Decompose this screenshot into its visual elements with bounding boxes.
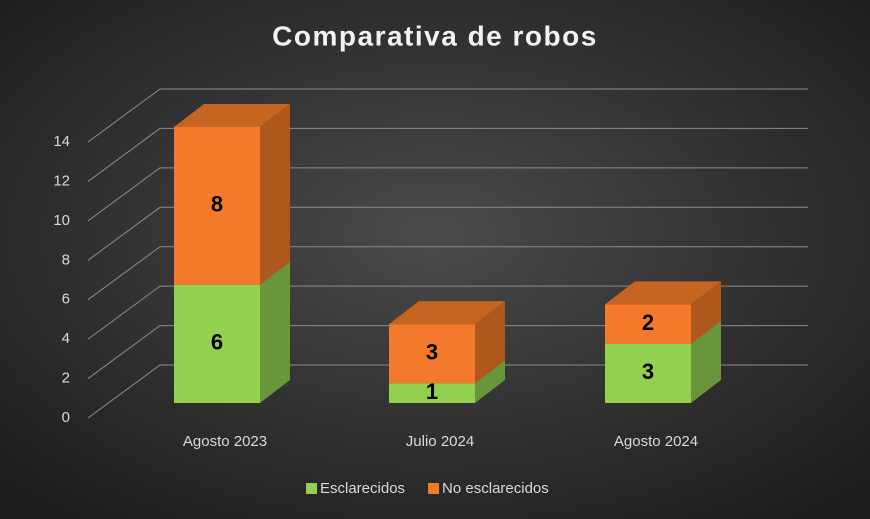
bar (389, 324, 475, 384)
chart-title: Comparativa de robos (272, 20, 598, 51)
bar-top (605, 281, 721, 305)
bar-side (691, 281, 721, 344)
legend-label: No esclarecidos (442, 480, 549, 497)
data-label: 8 (211, 192, 223, 217)
bar (389, 383, 475, 403)
bar (605, 343, 691, 403)
grid-line (87, 88, 808, 143)
x-tick-label: Agosto 2023 (183, 433, 267, 450)
bar-side (260, 104, 290, 285)
bar (174, 127, 260, 285)
bar-top (389, 301, 505, 325)
y-tick-label: 4 (62, 330, 70, 347)
legend-swatch (306, 483, 317, 494)
grid-line (87, 206, 808, 261)
grid-line (87, 364, 808, 419)
bar (605, 304, 691, 344)
data-label: 2 (642, 310, 654, 335)
bar-side (475, 360, 505, 403)
legend-swatch (428, 483, 440, 494)
y-tick-label: 10 (53, 212, 70, 229)
y-tick-label: 14 (53, 133, 70, 150)
y-tick-label: 12 (53, 172, 70, 189)
y-tick-label: 2 (62, 370, 70, 387)
bar-side (475, 301, 505, 384)
legend-label: Esclarecidos (320, 480, 405, 497)
grid-line (87, 325, 808, 379)
y-tick-label: 8 (62, 251, 70, 268)
bar (174, 284, 260, 403)
y-tick-label: 0 (62, 409, 70, 426)
data-label: 6 (211, 330, 223, 355)
data-label: 3 (426, 340, 438, 365)
grid-line (87, 167, 808, 222)
bar-side (691, 320, 721, 403)
bar-side (260, 261, 290, 403)
data-label: 3 (642, 359, 654, 384)
bar-top (174, 104, 290, 127)
x-tick-label: Julio 2024 (406, 433, 474, 450)
grid-line (87, 285, 808, 340)
grid-line (87, 127, 808, 182)
y-tick-label: 6 (62, 291, 70, 308)
grid-line (87, 246, 808, 301)
x-tick-label: Agosto 2024 (614, 433, 698, 450)
data-label: 1 (426, 379, 438, 404)
